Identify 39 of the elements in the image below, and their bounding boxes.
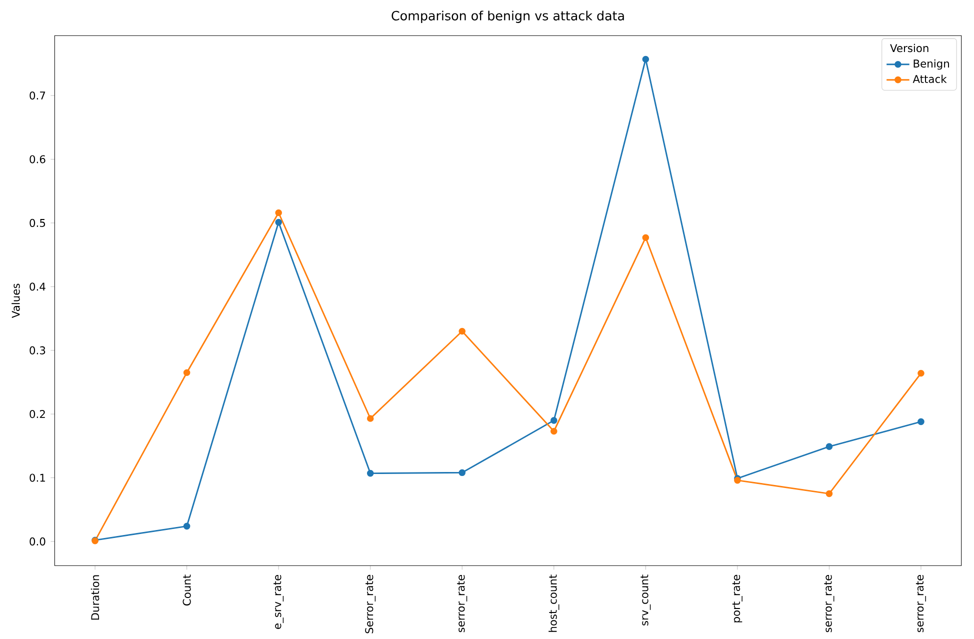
legend-label: Benign [914, 59, 949, 70]
y-tick-label: 0.0 [30, 537, 46, 546]
x-tick-label: srv_count [640, 574, 651, 626]
x-tick-label: port_rate [732, 574, 742, 622]
point [275, 209, 282, 216]
point [550, 417, 558, 424]
y-tick-label: 0.6 [30, 155, 46, 164]
x-tick-label: host_count [548, 574, 560, 632]
x-tick-label: Duration [90, 575, 100, 620]
point [183, 522, 190, 530]
legend-title: Version [890, 44, 928, 52]
x-tick-label: serror_rate [824, 574, 834, 632]
point [918, 370, 924, 377]
x-tick-label: Serror_rate [365, 574, 376, 634]
y-tick-label: 0.5 [30, 218, 46, 227]
point [826, 490, 833, 498]
point [550, 428, 558, 435]
y-tick-label: 0.4 [30, 282, 46, 291]
y-axis-title: Values [12, 284, 20, 318]
chart-title: Comparison of benign vs attack data [392, 10, 624, 23]
y-tick-label: 0.7 [30, 91, 46, 100]
point [458, 469, 466, 476]
x-tick-label: serror_rate [457, 574, 468, 632]
x-tick-label: e_srv_rate [274, 574, 284, 629]
legend-label: Attack [912, 74, 947, 84]
y-tick-label: 0.1 [30, 474, 45, 482]
point [366, 415, 374, 422]
point [642, 56, 650, 63]
point [918, 418, 924, 426]
point [642, 234, 650, 241]
point [275, 218, 282, 226]
x-tick-label: Count [182, 574, 191, 606]
point [366, 470, 374, 477]
point [183, 369, 190, 376]
point [826, 443, 833, 450]
x-tick-label: serror_rate [916, 574, 926, 632]
y-tick-label: 0.3 [30, 346, 46, 354]
point [458, 328, 466, 335]
y-tick-label: 0.2 [30, 410, 45, 418]
